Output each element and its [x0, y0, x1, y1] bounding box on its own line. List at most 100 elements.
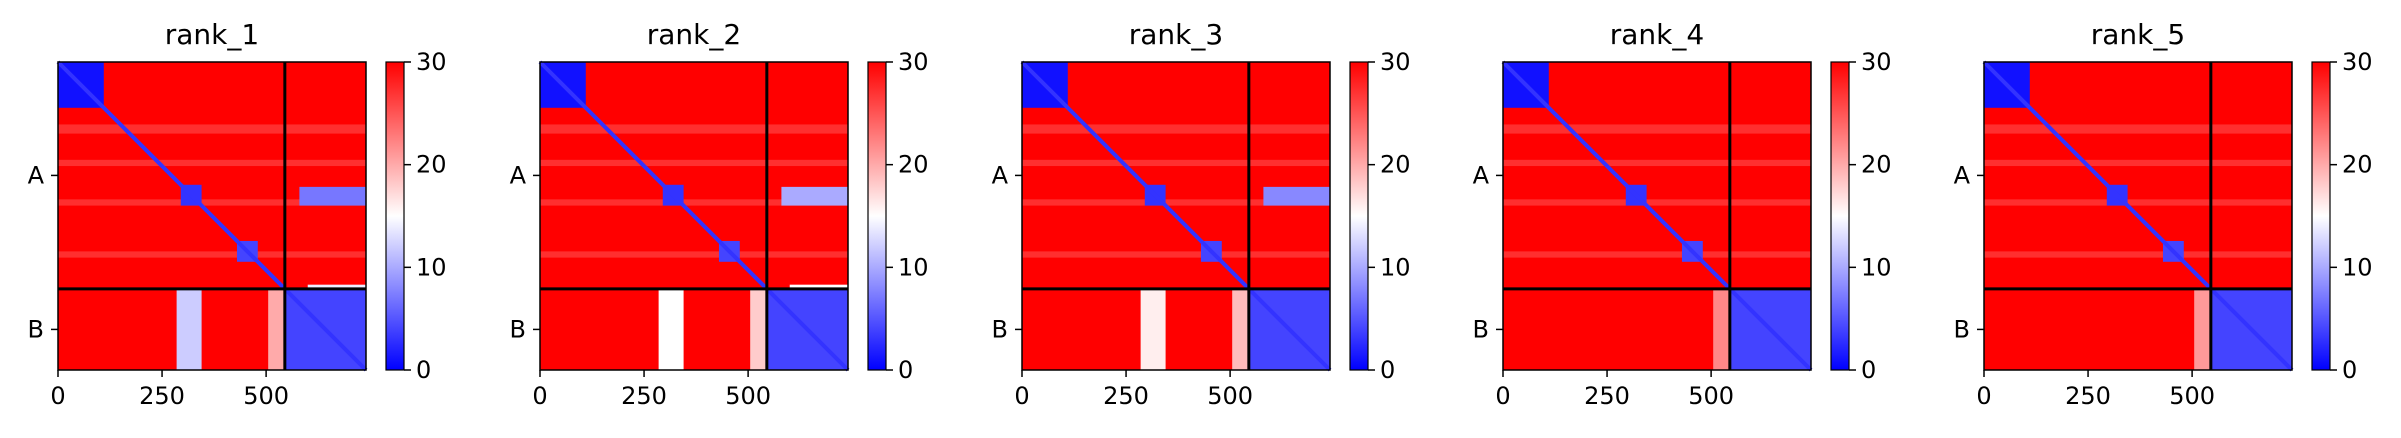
x-tick-label: 500 — [2169, 382, 2215, 410]
y-tick-label: B — [28, 315, 44, 343]
stripe-texture — [1503, 199, 1811, 206]
colorbar-tick-label: 10 — [416, 253, 447, 281]
x-tick-label: 500 — [243, 382, 289, 410]
x-tick-label: 0 — [1976, 382, 1991, 410]
colorbar-tick-label: 30 — [1861, 48, 1892, 76]
colorbar-tick-label: 20 — [416, 151, 447, 179]
heatmap-block — [1713, 288, 1730, 370]
stripe-texture — [1022, 159, 1330, 167]
stripe-texture — [540, 124, 848, 134]
heatmap-frame — [57, 61, 367, 371]
colorbar-tick-label: 20 — [1380, 151, 1411, 179]
y-tick-label: A — [1954, 161, 1971, 189]
stripe-texture — [1022, 124, 1330, 134]
colorbar-tick-label: 0 — [1380, 356, 1395, 384]
heatmap-block — [781, 186, 848, 206]
heatmap-diagonal — [538, 60, 850, 372]
stripe-texture — [540, 159, 848, 167]
stripe-texture — [58, 159, 366, 167]
colorbar-tick-label: 20 — [898, 151, 929, 179]
heatmap-block — [750, 288, 767, 370]
stripe-texture — [1984, 124, 2292, 134]
heatmap-diagonal — [1982, 60, 2294, 372]
y-tick-label: A — [28, 161, 45, 189]
y-tick-label: A — [510, 161, 527, 189]
panel-title: rank_4 — [1610, 18, 1704, 51]
colorbar-tick-label: 10 — [2342, 253, 2373, 281]
panel-title: rank_1 — [165, 18, 259, 51]
stripe-texture — [540, 199, 848, 206]
stripe-texture — [1503, 124, 1811, 134]
y-tick-label: B — [992, 315, 1008, 343]
x-tick-label: 0 — [1014, 382, 1029, 410]
heatmap-block — [2194, 288, 2211, 370]
x-tick-label: 250 — [1103, 382, 1149, 410]
heatmap-block — [307, 284, 366, 289]
stripe-texture — [1022, 199, 1330, 206]
colorbar — [2311, 61, 2331, 371]
colorbar-tick-label: 0 — [2342, 356, 2357, 384]
y-tick-label: B — [510, 315, 526, 343]
colorbar-tick-label: 20 — [2342, 151, 2373, 179]
x-tick-label: 0 — [1495, 382, 1510, 410]
colorbar-tick-label: 0 — [416, 356, 431, 384]
panels-container: rank_1 0 250 500 A B 0 10 20 30 rank_2 0 250 500 A B 0 10… — [28, 18, 2373, 410]
colorbar-tick-label: 20 — [1861, 151, 1892, 179]
heatmap-frame — [1983, 61, 2293, 371]
colorbar-tick-label: 30 — [2342, 48, 2373, 76]
heatmap-frame — [1021, 61, 1331, 371]
heatmap-block — [789, 284, 848, 289]
heatmap-block — [299, 186, 366, 206]
stripe-texture — [1984, 159, 2292, 167]
heatmap-block — [1140, 288, 1166, 370]
heatmap-panel-5: rank_5 0 250 500 A B 0 10 20 30 — [1954, 18, 2373, 410]
colorbar — [1349, 61, 1369, 371]
heatmap-block — [1263, 186, 1330, 206]
stripe-texture — [540, 251, 848, 258]
stripe-texture — [1984, 199, 2292, 206]
stripe-texture — [1503, 159, 1811, 167]
heatmap-frame — [1502, 61, 1812, 371]
stripe-texture — [58, 199, 366, 206]
panel-title: rank_5 — [2091, 18, 2185, 51]
colorbar-tick-label: 0 — [1861, 356, 1876, 384]
heatmap-panel-4: rank_4 0 250 500 A B 0 10 20 30 — [1473, 18, 1892, 410]
heatmap-block — [1232, 288, 1249, 370]
colorbar-tick-label: 10 — [898, 253, 929, 281]
stripe-texture — [1022, 251, 1330, 258]
x-tick-label: 250 — [621, 382, 667, 410]
y-tick-label: B — [1473, 315, 1489, 343]
heatmap-panel-3: rank_3 0 250 500 A B 0 10 20 30 — [992, 18, 1411, 410]
stripe-texture — [1984, 251, 2292, 258]
heatmap-block — [176, 288, 202, 370]
x-tick-label: 500 — [1207, 382, 1253, 410]
colorbar-tick-label: 30 — [898, 48, 929, 76]
x-tick-label: 500 — [1688, 382, 1734, 410]
heatmap-diagonal — [1501, 60, 1813, 372]
heatmap-frame — [539, 61, 849, 371]
x-tick-label: 0 — [532, 382, 547, 410]
panel-title: rank_3 — [1129, 18, 1223, 51]
colorbar-tick-label: 10 — [1380, 253, 1411, 281]
heatmap-block — [268, 288, 285, 370]
x-tick-label: 250 — [2065, 382, 2111, 410]
heatmap-block — [658, 288, 684, 370]
colorbar-tick-label: 10 — [1861, 253, 1892, 281]
heatmap-panel-2: rank_2 0 250 500 A B 0 10 20 30 — [510, 18, 929, 410]
colorbar — [1830, 61, 1850, 371]
colorbar-tick-label: 30 — [1380, 48, 1411, 76]
colorbar — [385, 61, 405, 371]
stripe-texture — [58, 124, 366, 134]
x-tick-label: 500 — [725, 382, 771, 410]
heatmap-panel-1: rank_1 0 250 500 A B 0 10 20 30 — [28, 18, 447, 410]
y-tick-label: A — [1473, 161, 1490, 189]
x-tick-label: 250 — [1584, 382, 1630, 410]
stripe-texture — [58, 251, 366, 258]
y-tick-label: A — [992, 161, 1009, 189]
panel-title: rank_2 — [647, 18, 741, 51]
colorbar — [867, 61, 887, 371]
heatmap-diagonal — [56, 60, 368, 372]
colorbar-tick-label: 0 — [898, 356, 913, 384]
heatmap-diagonal — [1020, 60, 1332, 372]
